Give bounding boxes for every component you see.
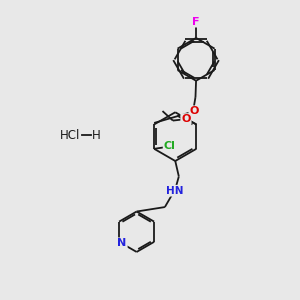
Text: HCl: HCl bbox=[60, 129, 80, 142]
Text: F: F bbox=[192, 16, 200, 27]
Text: HN: HN bbox=[166, 186, 183, 196]
Text: N: N bbox=[118, 238, 127, 248]
Text: O: O bbox=[181, 114, 191, 124]
Text: Cl: Cl bbox=[164, 141, 176, 152]
Text: O: O bbox=[189, 106, 199, 116]
Text: H: H bbox=[92, 129, 101, 142]
